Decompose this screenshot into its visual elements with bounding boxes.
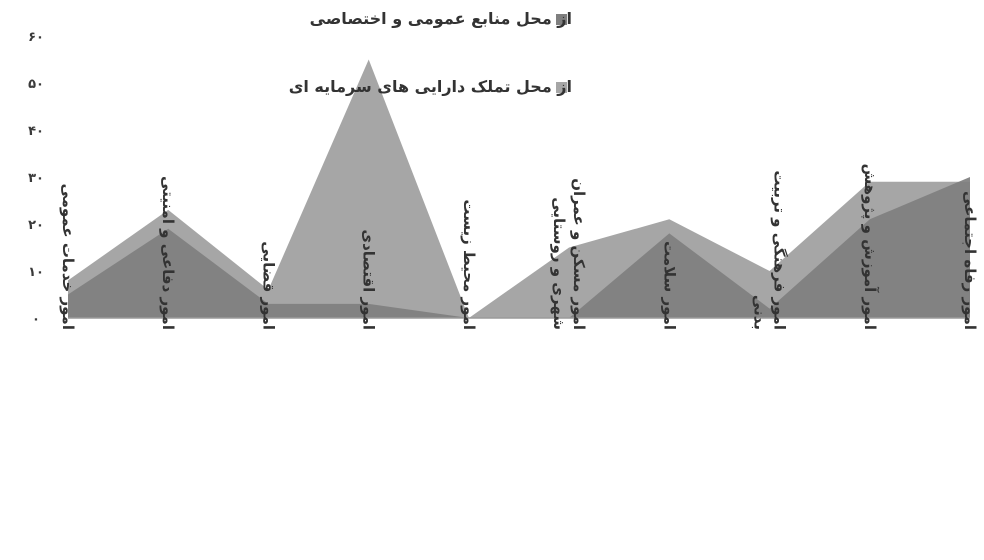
y-tick-label: ۰ bbox=[32, 312, 40, 327]
x-tick-label: امور فرهنگی و تربیت bbox=[771, 170, 789, 330]
x-tick-label: شهری و روستایی bbox=[550, 197, 568, 330]
x-category-label: امور رفاه اجتماعی bbox=[961, 191, 979, 330]
legend: از محل منابع عمومی و اختصاصی از محل تملک … bbox=[289, 9, 572, 96]
series-area-2 bbox=[68, 59, 970, 318]
x-tick-label: امور اقتصادی bbox=[360, 229, 378, 330]
legend-label: از محل منابع عمومی و اختصاصی bbox=[310, 9, 572, 28]
x-category-label: امور محیط زیست bbox=[460, 199, 478, 330]
legend-label: از محل تملک دارایی های سرمایه ای bbox=[289, 77, 572, 96]
x-category-label: امور دفاعی و امنیتی bbox=[159, 176, 177, 330]
y-tick-label: ۶۰ bbox=[28, 30, 44, 45]
x-tick-label: امور سلامت bbox=[660, 241, 678, 330]
x-tick-label: امور دفاعی و امنیتی bbox=[159, 176, 177, 330]
x-axis-labels: امور خدمات عمومی امور دفاعی و امنیتی امور … bbox=[59, 163, 979, 330]
x-category-label: امور اقتصادی bbox=[360, 229, 378, 330]
x-tick-label: امور قضایی bbox=[259, 241, 277, 330]
legend-swatch bbox=[556, 82, 567, 93]
y-tick-label: ۴۰ bbox=[28, 124, 44, 139]
x-category-label: امور خدمات عمومی bbox=[59, 183, 77, 330]
series-areas bbox=[68, 59, 970, 318]
x-tick-label: امور محیط زیست bbox=[460, 199, 478, 330]
y-axis-ticks: ۰ ۱۰ ۲۰ ۳۰ ۴۰ ۵۰ ۶۰ bbox=[28, 30, 44, 327]
series-area-1 bbox=[68, 177, 970, 318]
x-category-label: امور آموزش و پژوهش bbox=[860, 163, 879, 330]
x-category-label: امور سلامت bbox=[660, 241, 678, 330]
y-tick-label: ۲۰ bbox=[28, 218, 44, 233]
x-tick-label: امور رفاه اجتماعی bbox=[961, 191, 979, 330]
x-tick-label: امور آموزش و پژوهش bbox=[860, 163, 879, 330]
y-tick-label: ۱۰ bbox=[28, 265, 44, 280]
x-category-label: امور قضایی bbox=[259, 241, 277, 330]
x-tick-label: امور خدمات عمومی bbox=[59, 183, 77, 330]
x-tick-label: بدنی bbox=[751, 295, 769, 330]
y-tick-label: ۳۰ bbox=[28, 171, 44, 186]
y-tick-label: ۵۰ bbox=[28, 77, 44, 92]
x-tick-label: امور مسکن و عمران bbox=[570, 178, 588, 330]
legend-swatch bbox=[556, 14, 567, 25]
